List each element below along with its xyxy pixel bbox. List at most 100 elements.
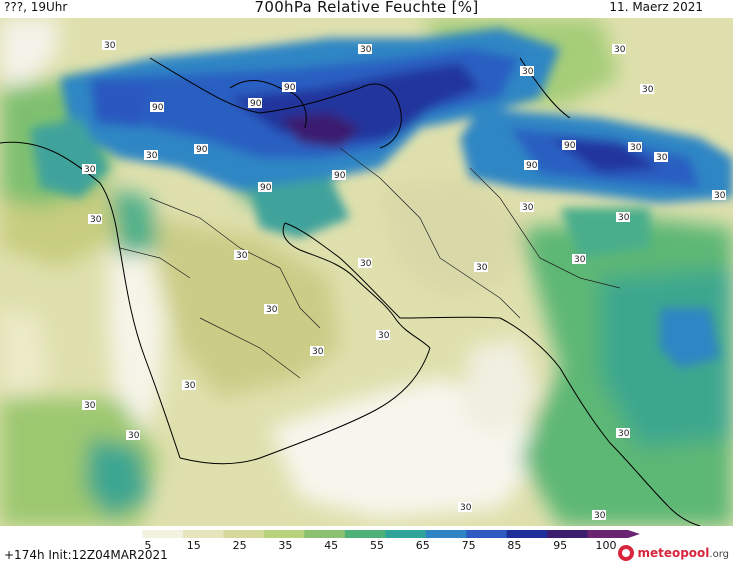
svg-text:30: 30 xyxy=(642,85,654,95)
svg-text:30: 30 xyxy=(128,431,140,441)
colorbar-segment xyxy=(385,530,427,538)
colorbar-tick-label: 5 xyxy=(144,539,152,552)
svg-text:30: 30 xyxy=(84,401,96,411)
svg-text:30: 30 xyxy=(90,215,102,225)
colorbar-tick-label: 100 xyxy=(595,539,617,552)
contour-label: 30 xyxy=(182,380,196,391)
contour-label: 90 xyxy=(282,82,296,93)
moist-band xyxy=(30,28,733,368)
colorbar-tick-label: 15 xyxy=(186,539,201,552)
svg-text:30: 30 xyxy=(312,347,324,357)
contour-label: 90 xyxy=(258,182,272,193)
contour-label: 30 xyxy=(144,150,158,161)
chart-title: 700hPa Relative Feuchte [%] xyxy=(254,0,479,16)
svg-text:30: 30 xyxy=(522,67,534,77)
svg-text:30: 30 xyxy=(378,331,390,341)
colorbar-segment xyxy=(506,530,548,538)
svg-text:30: 30 xyxy=(360,45,372,55)
meteopool-logo[interactable]: meteopool.org xyxy=(618,543,729,563)
svg-text:30: 30 xyxy=(236,251,248,261)
coastlines xyxy=(0,57,701,526)
svg-text:90: 90 xyxy=(284,83,296,93)
contour-label: 30 xyxy=(592,510,606,521)
colorbar-segment xyxy=(304,530,346,538)
contour-label: 90 xyxy=(562,140,576,151)
svg-text:30: 30 xyxy=(184,381,196,391)
colorbar-tick-label: 95 xyxy=(553,539,568,552)
svg-text:90: 90 xyxy=(152,103,164,113)
contour-label: 30 xyxy=(310,346,324,357)
contour-label: 30 xyxy=(358,44,372,55)
svg-text:30: 30 xyxy=(614,45,626,55)
svg-text:30: 30 xyxy=(594,511,606,521)
contour-label: 30 xyxy=(640,84,654,95)
colorbar-segment xyxy=(263,530,305,538)
svg-text:30: 30 xyxy=(476,263,488,273)
contour-label: 30 xyxy=(520,66,534,77)
colorbar-tick-label: 75 xyxy=(461,539,476,552)
meteopool-icon xyxy=(618,545,635,561)
svg-text:30: 30 xyxy=(656,153,668,163)
contour-label: 30 xyxy=(234,250,248,261)
contour-label: 30 xyxy=(612,44,626,55)
humidity-map: 30 30 90 90 90 90 xyxy=(0,18,733,526)
contour-label: 30 xyxy=(712,190,726,201)
chart-header: ???, 19Uhr 700hPa Relative Feuchte [%] 1… xyxy=(0,0,733,18)
run-info: +174h Init:12Z04MAR2021 xyxy=(4,548,168,562)
svg-text:30: 30 xyxy=(574,255,586,265)
colorbar-tick-label: 35 xyxy=(278,539,293,552)
colorbar-segment xyxy=(142,530,184,538)
contour-label: 30 xyxy=(82,400,96,411)
svg-text:90: 90 xyxy=(196,145,208,155)
logo-suffix: .org xyxy=(709,549,729,560)
colorbar-tick-label: 25 xyxy=(232,539,247,552)
svg-text:30: 30 xyxy=(84,165,96,175)
contour-label: 30 xyxy=(474,262,488,273)
svg-text:30: 30 xyxy=(104,41,116,51)
colorbar-arrow xyxy=(628,530,640,538)
contour-label: 30 xyxy=(458,502,472,513)
logo-text: meteopool xyxy=(637,546,710,560)
colorbar-tick-label: 55 xyxy=(370,539,384,552)
contour-label: 90 xyxy=(524,160,538,171)
svg-text:90: 90 xyxy=(250,99,262,109)
colorbar-segment xyxy=(466,530,508,538)
contour-label: 30 xyxy=(616,212,630,223)
contour-label: 30 xyxy=(82,164,96,175)
contour-label: 30 xyxy=(654,152,668,163)
contour-label: 30 xyxy=(102,40,116,51)
contour-label: 30 xyxy=(572,254,586,265)
colorbar-segment xyxy=(182,530,224,538)
colorbar-segment xyxy=(547,530,589,538)
contour-label: 30 xyxy=(126,430,140,441)
contour-label: 30 xyxy=(520,202,534,213)
svg-text:90: 90 xyxy=(260,183,272,193)
colorbar-segment xyxy=(102,530,143,538)
svg-text:30: 30 xyxy=(630,143,642,153)
valid-time-label: ???, 19Uhr xyxy=(4,0,68,14)
contour-label: 30 xyxy=(264,304,278,315)
country-borders xyxy=(119,147,621,379)
colorbar-segment xyxy=(587,530,629,538)
contour-label: 90 xyxy=(332,170,346,181)
contour-label: 90 xyxy=(248,98,262,109)
svg-text:90: 90 xyxy=(526,161,538,171)
contour-label: 30 xyxy=(376,330,390,341)
svg-text:30: 30 xyxy=(714,191,726,201)
colorbar-segment xyxy=(425,530,467,538)
colorbar-segment xyxy=(344,530,386,538)
contour-label: 30 xyxy=(616,428,630,439)
svg-text:90: 90 xyxy=(334,171,346,181)
svg-text:30: 30 xyxy=(360,259,372,269)
date-label: 11. Maerz 2021 xyxy=(609,0,703,14)
svg-text:90: 90 xyxy=(564,141,576,151)
contour-label: 30 xyxy=(88,214,102,225)
svg-text:30: 30 xyxy=(146,151,158,161)
svg-text:30: 30 xyxy=(522,203,534,213)
contour-label: 30 xyxy=(358,258,372,269)
svg-text:30: 30 xyxy=(618,429,630,439)
contour-label: 30 xyxy=(628,142,642,153)
colorbar-segment xyxy=(223,530,265,538)
contour-label: 90 xyxy=(150,102,164,113)
svg-text:30: 30 xyxy=(266,305,278,315)
